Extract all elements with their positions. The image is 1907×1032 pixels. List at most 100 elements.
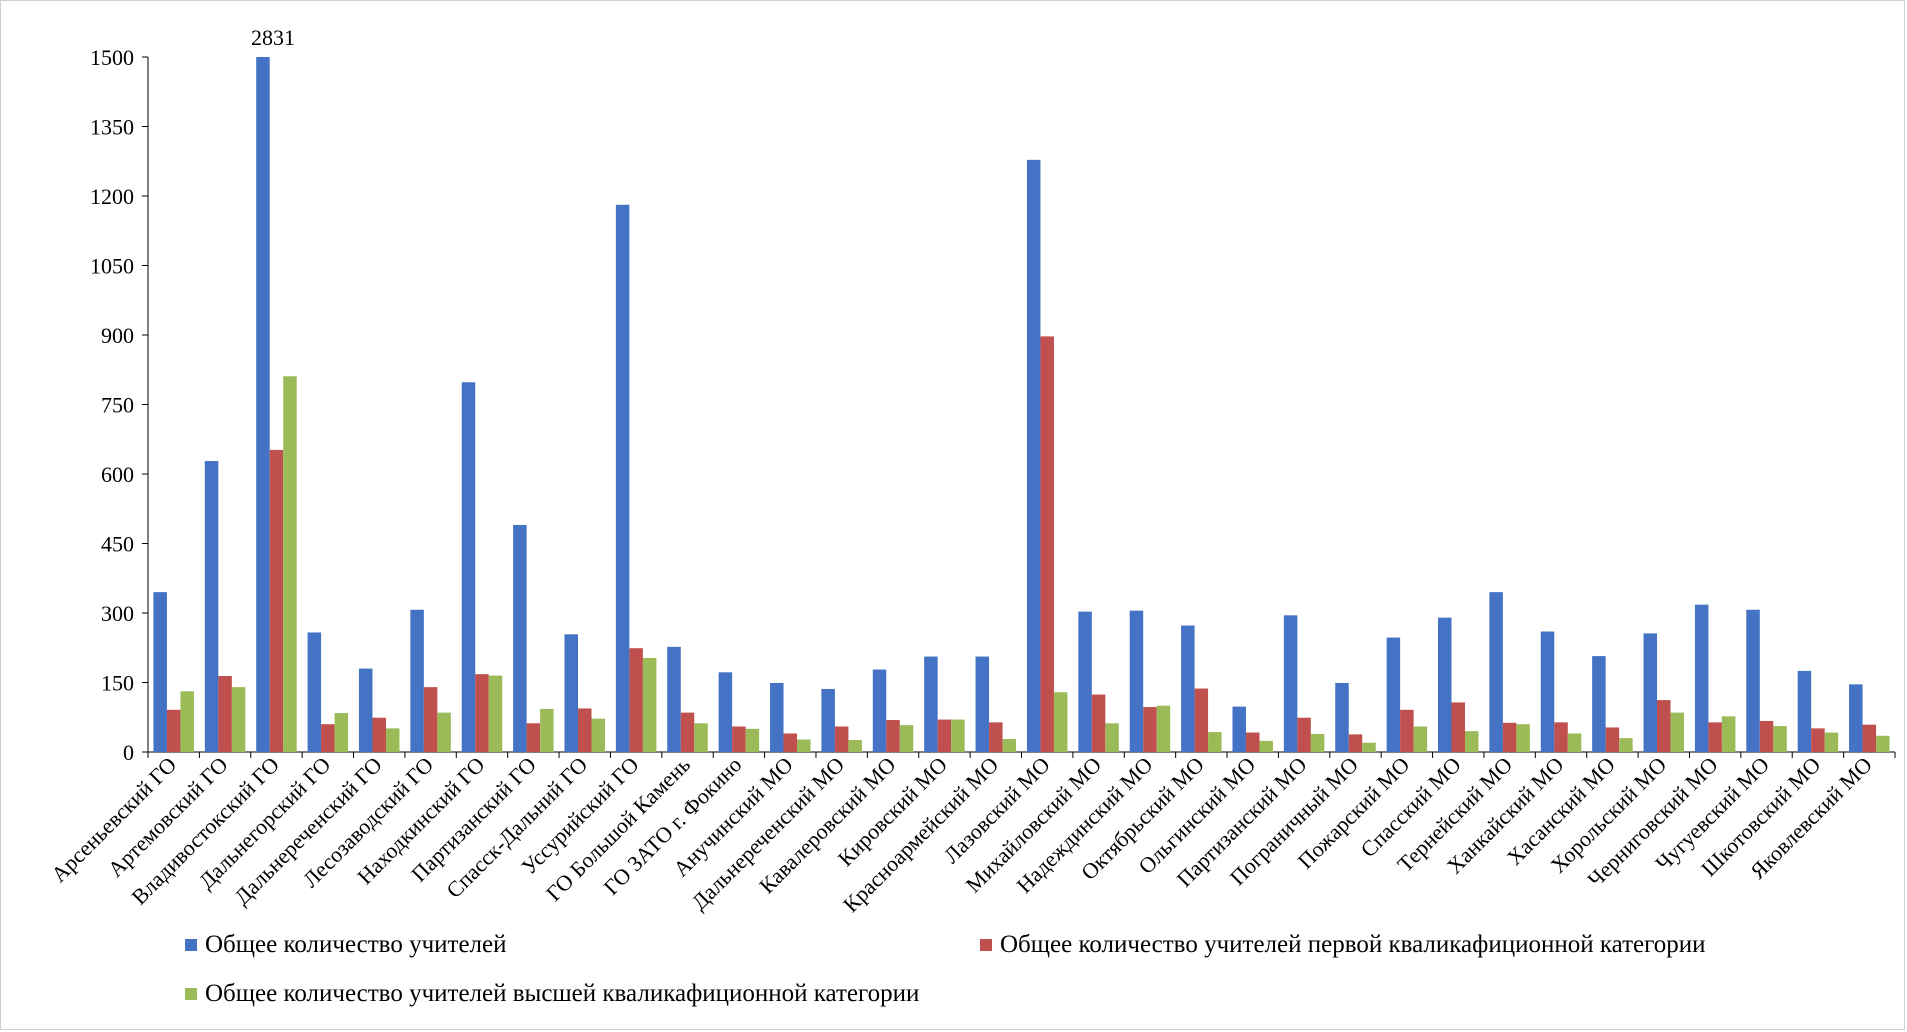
bar — [334, 713, 349, 752]
labels: 01503004506007509001050120013501500Арсен… — [46, 25, 1877, 917]
bar — [821, 688, 835, 752]
bar — [1657, 700, 1671, 752]
bar — [1811, 728, 1825, 752]
bar — [797, 739, 811, 752]
bar — [770, 682, 784, 752]
bar — [475, 674, 489, 752]
bar — [204, 461, 219, 752]
bar — [886, 720, 900, 752]
bar — [1670, 712, 1685, 752]
bar — [1759, 720, 1774, 752]
bar — [1259, 740, 1273, 752]
y-tick-label: 150 — [101, 671, 134, 696]
legend-label: Общее количество учителей первой квалика… — [1000, 931, 1706, 958]
bar — [269, 449, 284, 752]
bar — [1335, 682, 1349, 752]
y-tick-label: 750 — [101, 393, 134, 418]
bar — [680, 712, 695, 752]
bar — [513, 524, 527, 752]
bar — [1310, 733, 1325, 752]
bar — [153, 592, 167, 752]
bar — [591, 718, 605, 752]
bar — [321, 724, 335, 752]
bar — [578, 708, 592, 752]
legend-label: Общее количество учителей высшей квалика… — [205, 980, 920, 1007]
bar — [1156, 705, 1171, 752]
y-tick-label: 1050 — [90, 254, 134, 279]
bar — [218, 676, 232, 752]
bar — [1386, 637, 1401, 752]
bar — [1181, 625, 1195, 752]
bar — [372, 717, 386, 752]
bar — [385, 728, 400, 752]
bar — [1297, 717, 1311, 752]
y-tick-label: 0 — [123, 740, 134, 765]
axes — [142, 56, 1896, 758]
bar — [1619, 738, 1633, 752]
legend-label: Общее количество учителей — [205, 931, 507, 958]
bar — [924, 656, 938, 752]
y-tick-label: 1500 — [90, 45, 134, 70]
data-label: 2831 — [251, 25, 295, 50]
bar — [1129, 610, 1144, 752]
y-tick-label: 450 — [101, 532, 134, 557]
bar — [1489, 592, 1503, 752]
legend-item: Общее количество учителей высшей квалика… — [185, 980, 919, 1008]
bar — [899, 725, 914, 752]
bar — [1554, 722, 1568, 752]
bar — [1245, 732, 1260, 752]
bar — [307, 632, 322, 752]
bar — [1078, 611, 1092, 752]
bar — [358, 668, 373, 752]
legend-item: Общее количество учителей первой квалика… — [980, 931, 1705, 959]
bar — [1876, 735, 1890, 752]
bar — [166, 709, 181, 752]
bar — [732, 726, 746, 752]
bar — [1413, 726, 1428, 752]
bar — [1502, 722, 1517, 752]
bar — [694, 723, 708, 752]
bar — [783, 733, 798, 752]
bar — [1026, 159, 1041, 753]
bar — [256, 57, 270, 752]
bars — [153, 57, 1890, 753]
bar — [1773, 726, 1787, 752]
bar — [1592, 656, 1606, 752]
bar — [1348, 734, 1363, 752]
bar — [1465, 731, 1479, 752]
bar — [1143, 707, 1157, 752]
bar — [1232, 706, 1246, 752]
bar — [1451, 702, 1465, 752]
bar — [1708, 722, 1722, 752]
y-tick-label: 1350 — [90, 115, 134, 140]
bar — [951, 719, 965, 752]
bar — [1746, 609, 1760, 752]
bar — [937, 719, 952, 752]
bar — [975, 656, 990, 752]
bar — [1824, 732, 1839, 752]
bar — [1694, 604, 1709, 752]
bar — [1194, 688, 1209, 752]
legend-swatch — [980, 939, 992, 951]
bar — [488, 675, 503, 752]
bar — [283, 376, 297, 752]
bar — [1567, 733, 1582, 752]
y-tick-label: 300 — [101, 601, 134, 626]
legend-swatch — [185, 939, 197, 951]
bar — [564, 634, 578, 752]
bar — [231, 687, 246, 752]
bar — [1053, 692, 1068, 752]
bar — [526, 723, 541, 752]
bar — [745, 728, 760, 752]
bar — [872, 669, 887, 752]
bar — [540, 708, 554, 752]
bar — [615, 204, 630, 752]
bar — [1362, 742, 1376, 752]
bar — [1283, 615, 1298, 752]
bar — [1105, 723, 1119, 752]
bar — [629, 648, 643, 752]
bar — [834, 726, 849, 752]
bar — [1208, 732, 1222, 752]
